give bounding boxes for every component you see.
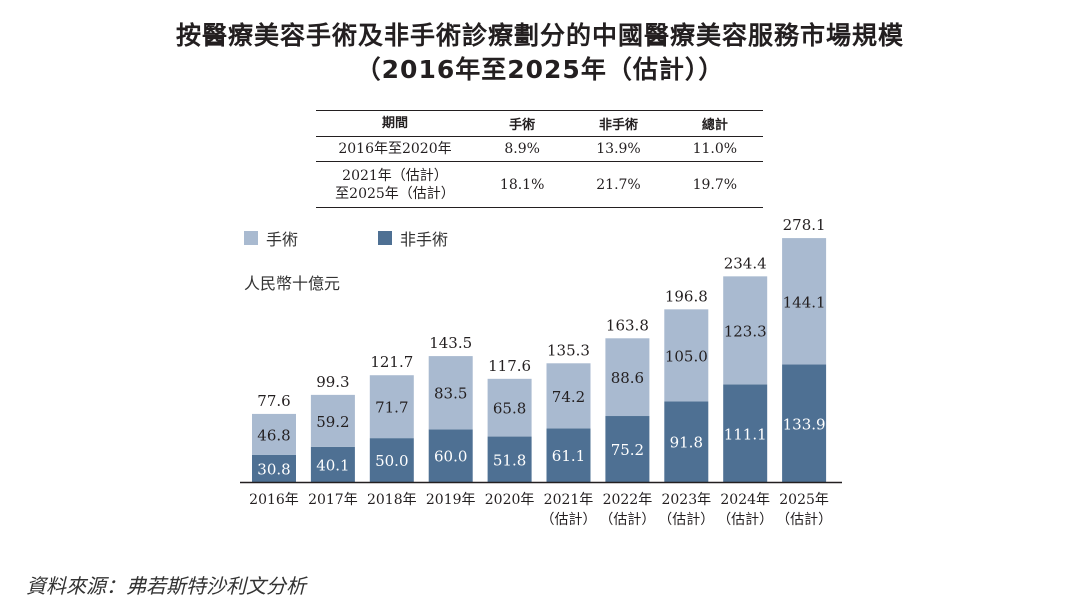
cagr-header-row: 期間 手術 非手術 總計 (316, 110, 763, 137)
legend-label: 非手術 (400, 230, 449, 249)
non-surgical-cagr: 13.9% (596, 141, 641, 157)
bar-segment-surgical (605, 338, 650, 417)
data-label-total: 135.3 (547, 341, 590, 359)
data-label-total: 234.4 (724, 254, 767, 272)
x-tick-label: 2020年 (485, 492, 535, 508)
data-label-non-surgical: 40.1 (316, 456, 349, 474)
period-line1: 2021年（估計） (342, 167, 448, 184)
x-tick-label: 2021年 (544, 492, 594, 508)
data-label-non-surgical: 133.9 (783, 415, 826, 433)
x-tick-sublabel: （估計） (717, 512, 773, 528)
bar-segment-non-surgical (664, 401, 709, 482)
data-label-non-surgical: 91.8 (670, 434, 703, 452)
x-tick-sublabel: （估計） (541, 512, 597, 528)
data-label-total: 143.5 (429, 334, 472, 352)
bar-segment-non-surgical (605, 416, 650, 482)
x-tick-label: 2017年 (308, 492, 358, 508)
bar-segment-non-surgical (310, 446, 355, 482)
data-label-total: 278.1 (783, 216, 826, 234)
legend: 手術 非手術 (244, 226, 448, 250)
data-label-total: 163.8 (606, 316, 649, 334)
bar-segment-surgical (723, 276, 768, 385)
bar-segment-non-surgical (428, 429, 473, 482)
x-tick-label: 2022年 (603, 492, 653, 508)
bar-segment-surgical (369, 375, 414, 439)
x-tick-sublabel: （估計） (599, 512, 655, 528)
surgical-cagr: 18.1% (499, 176, 545, 193)
legend-label: 手術 (266, 230, 299, 249)
surgical-cagr: 8.9% (504, 141, 540, 157)
data-label-non-surgical: 61.1 (552, 447, 585, 465)
data-label-non-surgical: 51.8 (493, 451, 526, 469)
bar-segment-surgical (487, 378, 532, 437)
bar-segment-non-surgical (782, 364, 827, 482)
bar-segment-surgical (252, 413, 296, 455)
data-label-surgical: 83.5 (434, 385, 467, 403)
data-label-total: 196.8 (665, 287, 708, 305)
bar-segment-non-surgical (723, 384, 768, 482)
header-total: 總計 (701, 118, 728, 133)
header-period: 期間 (381, 115, 408, 131)
data-label-non-surgical: 60.0 (434, 448, 467, 466)
legend-swatch-non-surgical (378, 231, 393, 245)
bar-segment-surgical (664, 309, 709, 402)
data-label-surgical: 59.2 (316, 413, 349, 431)
period-cell: 2021年（估計） 至2025年（估計） (316, 162, 474, 208)
bar-segment-non-surgical (546, 428, 591, 482)
data-label-surgical: 71.7 (375, 399, 408, 417)
data-label-total: 99.3 (316, 373, 349, 391)
table-row: 2016年至2020年 8.9% 13.9% 11.0% (316, 137, 763, 162)
data-label-non-surgical: 75.2 (611, 441, 644, 459)
legend-item-surgical: 手術 (244, 226, 298, 250)
header-surgical: 手術 (509, 118, 536, 133)
bar-segment-surgical (782, 238, 827, 365)
period-cell: 2016年至2020年 (338, 141, 452, 157)
data-label-surgical: 88.6 (611, 369, 644, 387)
x-tick-label: 2024年 (720, 492, 770, 508)
bar-segment-surgical (546, 363, 591, 429)
header-non-surgical: 非手術 (598, 118, 638, 133)
bar-segment-non-surgical (369, 438, 414, 482)
x-tick-sublabel: （估計） (658, 512, 714, 528)
cagr-table: 期間 手術 非手術 總計 2016年至2020年 8.9% 13.9% 11.0… (316, 110, 763, 208)
data-label-non-surgical: 50.0 (375, 452, 408, 470)
chart-title-line2: （2016年至2025年（估計）） (355, 55, 725, 84)
legend-item-non-surgical: 非手術 (378, 226, 448, 250)
x-tick-label: 2023年 (661, 492, 711, 508)
legend-swatch-surgical (244, 231, 258, 245)
data-label-surgical: 123.3 (724, 322, 767, 340)
y-axis-unit-label: 人民幣十億元 (244, 274, 341, 293)
data-label-surgical: 65.8 (493, 400, 526, 418)
total-cagr: 11.0% (692, 141, 738, 157)
data-label-non-surgical: 111.1 (724, 425, 767, 443)
bar-segment-surgical (310, 394, 355, 447)
x-tick-label: 2016年 (249, 492, 299, 508)
data-label-total: 121.7 (370, 353, 413, 371)
data-label-surgical: 144.1 (783, 293, 826, 311)
total-cagr: 19.7% (692, 176, 738, 193)
data-label-total: 117.6 (488, 357, 531, 375)
x-tick-label: 2018年 (367, 492, 417, 508)
bar-segment-non-surgical (252, 454, 296, 482)
bar-segment-non-surgical (487, 436, 532, 482)
data-label-surgical: 74.2 (552, 388, 585, 406)
x-tick-sublabel: （估計） (776, 512, 832, 528)
table-row: 2021年（估計） 至2025年（估計） 18.1% 21.7% 19.7% (316, 162, 763, 208)
x-tick-label: 2025年 (779, 492, 829, 508)
source-note: 資料來源：弗若斯特沙利文分析 (26, 574, 306, 598)
data-label-total: 77.6 (257, 392, 290, 410)
period-line2: 至2025年（估計） (335, 185, 455, 202)
bar-segment-surgical (428, 356, 473, 430)
non-surgical-cagr: 21.7% (596, 176, 641, 193)
x-tick-label: 2019年 (426, 492, 476, 508)
data-label-surgical: 46.8 (257, 426, 290, 444)
chart-title-line1: 按醫療美容手術及非手術診療劃分的中國醫療美容服務市場規模 (175, 21, 904, 50)
data-label-surgical: 105.0 (665, 347, 708, 365)
data-label-non-surgical: 30.8 (257, 460, 290, 478)
